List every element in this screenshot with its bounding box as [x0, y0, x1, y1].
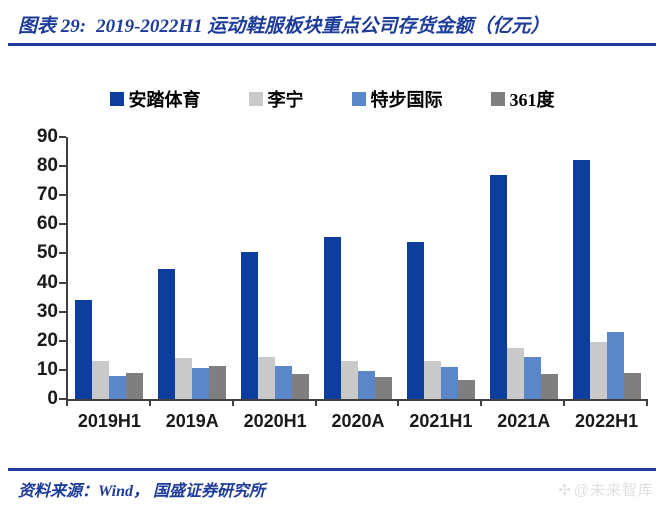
- bar-group-2019h1: [68, 137, 151, 399]
- title-divider: [8, 43, 656, 46]
- footer-divider: [8, 468, 656, 471]
- x-axis-labels: 2019H1 2019A 2020H1 2020A 2021H1 2021A 2022H1: [68, 411, 648, 432]
- plot-area: [66, 137, 648, 401]
- y-tick-label-90: 90: [36, 126, 58, 147]
- y-tick-mark-20: [59, 339, 66, 342]
- x-tick-mark-0: [66, 401, 68, 406]
- bar-xtep-2021h1: [440, 366, 458, 399]
- bar-lining-2020a: [341, 361, 358, 399]
- legend-item-anta: 安踏体育: [109, 86, 201, 112]
- bar-anta-2019a: [158, 269, 176, 399]
- watermark-text: @未来智库: [573, 482, 654, 499]
- x-tick-label-2021h1: 2021H1: [409, 411, 473, 431]
- figure-title-text: 2019-2022H1 运动鞋服板块重点公司存货金额（亿元）: [96, 16, 550, 37]
- figure-title: 图表 29: 2019-2022H1 运动鞋服板块重点公司存货金额（亿元）: [18, 11, 652, 38]
- y-tick-label-70: 70: [36, 184, 58, 206]
- bar-xtep-2019h1: [109, 375, 127, 399]
- legend-swatch-xtep: [351, 92, 366, 106]
- bar-group-2019a: [151, 137, 234, 399]
- chart-legend: 安踏体育 李宁 特步国际 361度: [0, 85, 664, 113]
- legend-label-anta: 安踏体育: [128, 90, 201, 110]
- legend-item-xtep: 特步国际: [351, 86, 443, 112]
- watermark-logo-icon: ✣: [558, 481, 572, 499]
- bar-anta-2020a: [324, 237, 341, 399]
- bar-xtep-2020a: [358, 371, 375, 399]
- legend-swatch-lining: [248, 92, 263, 106]
- x-tick-label-2021a: 2021A: [497, 411, 551, 431]
- x-tick-label-2020h1: 2020H1: [243, 411, 307, 431]
- bar-anta-2019h1: [75, 300, 93, 399]
- x-tick-mark-1: [148, 401, 151, 406]
- bar-anta-2021a: [489, 174, 507, 399]
- bar-361d-2020a: [375, 377, 392, 399]
- bar-361d-2021h1: [457, 380, 475, 399]
- x-tick-label-2019a: 2019A: [165, 411, 219, 431]
- bar-lining-2019a: [175, 358, 193, 399]
- bar-361d-2021a: [540, 374, 558, 399]
- y-tick-mark-50: [59, 252, 66, 255]
- x-tick-mark-6: [563, 401, 566, 406]
- y-tick-mark-90: [59, 136, 66, 138]
- bar-lining-2020h1: [258, 356, 276, 399]
- legend-swatch-361d: [490, 92, 505, 106]
- bar-lining-2021a: [506, 348, 524, 399]
- y-tick-mark-10: [59, 368, 66, 371]
- y-tick-mark-80: [59, 165, 66, 168]
- bar-xtep-2019a: [192, 368, 210, 399]
- bar-361d-2019a: [209, 365, 227, 399]
- bar-lining-2022h1: [589, 342, 607, 399]
- x-tick-mark-2: [231, 401, 234, 406]
- source-note: 资料来源：Wind， 国盛证券研究所: [18, 483, 265, 500]
- x-tick-mark-7: [646, 401, 648, 406]
- bar-361d-2019h1: [126, 372, 144, 399]
- bar-group-2021a: [482, 137, 565, 399]
- y-tick-label-60: 60: [36, 213, 58, 235]
- x-tick-label-2020a: 2020A: [331, 411, 385, 431]
- y-tick-label-20: 20: [36, 329, 58, 351]
- y-tick-label-50: 50: [36, 242, 58, 264]
- y-tick-label-10: 10: [36, 358, 58, 380]
- x-tick-mark-4: [397, 401, 400, 406]
- bar-group-2022h1: [565, 137, 648, 399]
- legend-item-lining: 李宁: [248, 86, 304, 112]
- legend-label-lining: 李宁: [267, 90, 304, 110]
- bar-xtep-2022h1: [606, 332, 624, 399]
- watermark: ✣ @未来智库: [558, 479, 654, 500]
- bar-lining-2019h1: [92, 361, 110, 399]
- y-tick-mark-60: [59, 223, 66, 226]
- legend-swatch-anta: [109, 92, 124, 106]
- x-tick-mark-5: [480, 401, 483, 406]
- bar-xtep-2020h1: [275, 365, 293, 399]
- bar-lining-2021h1: [423, 361, 441, 399]
- y-tick-mark-40: [59, 281, 66, 284]
- bar-group-2020h1: [234, 137, 317, 399]
- y-tick-mark-70: [59, 194, 66, 197]
- bar-anta-2021h1: [406, 241, 424, 399]
- bar-361d-2022h1: [623, 372, 641, 399]
- bar-anta-2022h1: [572, 160, 590, 399]
- legend-item-361d: 361度: [490, 86, 555, 112]
- bar-group-2020a: [317, 137, 400, 399]
- bar-361d-2020h1: [292, 374, 310, 399]
- y-tick-mark-0: [59, 398, 66, 400]
- figure-label: 图表 29:: [18, 16, 87, 37]
- y-tick-label-30: 30: [36, 300, 58, 322]
- legend-label-361d: 361度: [509, 90, 555, 110]
- y-tick-label-40: 40: [36, 271, 58, 293]
- x-tick-label-2022h1: 2022H1: [575, 411, 639, 431]
- legend-label-xtep: 特步国际: [370, 90, 443, 110]
- bar-xtep-2021a: [523, 356, 541, 399]
- bar-group-2021h1: [399, 137, 482, 399]
- bar-anta-2020h1: [241, 252, 259, 399]
- x-tick-label-2019h1: 2019H1: [77, 411, 141, 431]
- y-tick-mark-30: [59, 310, 66, 313]
- y-tick-label-0: 0: [47, 388, 58, 409]
- y-tick-label-80: 80: [36, 155, 58, 177]
- x-tick-mark-3: [314, 401, 317, 406]
